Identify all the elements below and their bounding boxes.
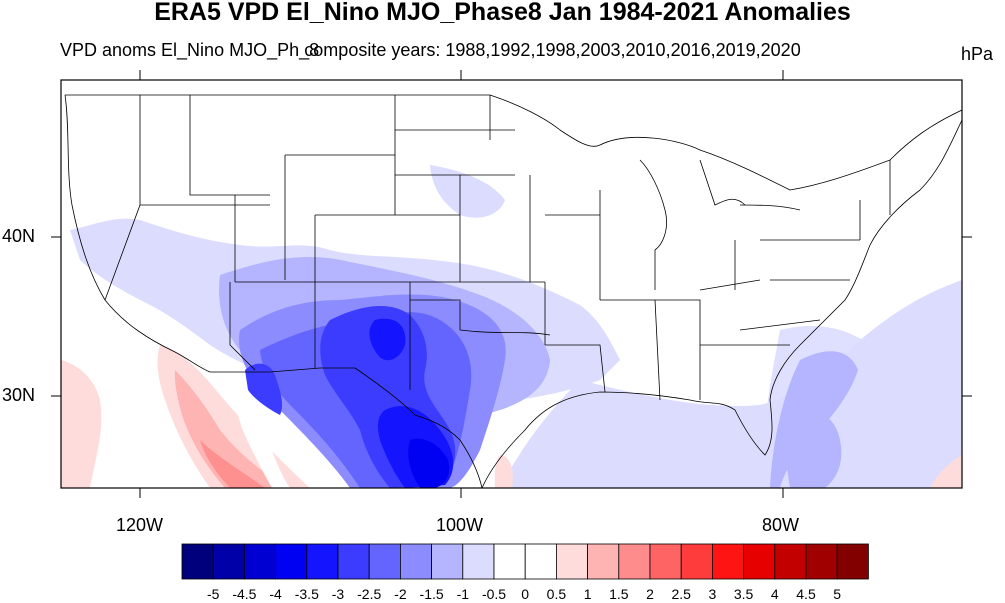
colorbar-tick-label: -2 bbox=[394, 586, 407, 602]
colorbar-swatch bbox=[774, 543, 807, 580]
center-string: composite years: 1988,1992,1998,2003,201… bbox=[304, 40, 801, 60]
colorbar-swatch bbox=[712, 543, 745, 580]
colorbar-swatch bbox=[243, 543, 276, 580]
colorbar bbox=[181, 543, 869, 580]
colorbar-swatch bbox=[618, 543, 651, 580]
colorbar-swatch bbox=[275, 543, 308, 580]
colorbar-tick-label: 2 bbox=[646, 586, 654, 602]
colorbar-tick-label: 0 bbox=[521, 586, 530, 602]
colorbar-swatch bbox=[181, 543, 214, 580]
map-frame bbox=[60, 79, 963, 489]
colorbar-swatch bbox=[306, 543, 339, 580]
colorbar-tick-label: 2.5 bbox=[671, 586, 691, 602]
colorbar-tick-label: -1 bbox=[456, 586, 470, 602]
colorbar-tick-label: -0.5 bbox=[481, 586, 507, 602]
lon-label-120w: 120W bbox=[116, 515, 164, 535]
colorbar-tick-label: 3.5 bbox=[733, 586, 754, 602]
colorbar-swatch bbox=[431, 543, 464, 580]
left-string: VPD anoms El_Nino MJO_Ph_8 bbox=[60, 40, 320, 60]
colorbar-swatch bbox=[680, 543, 713, 580]
tick-marks bbox=[51, 70, 972, 498]
colorbar-swatch bbox=[493, 543, 526, 580]
colorbar-swatch bbox=[212, 543, 245, 580]
lon-label-100w: 100W bbox=[436, 515, 484, 535]
colorbar-swatch bbox=[836, 543, 869, 580]
colorbar-swatch bbox=[462, 543, 495, 580]
colorbar-tick-label: -5 bbox=[206, 586, 220, 602]
colorbar-tick-label: 4 bbox=[770, 586, 779, 602]
state-boundaries bbox=[64, 94, 962, 488]
colorbar-swatch bbox=[649, 543, 682, 580]
colorbar-tick-label: 1 bbox=[583, 586, 592, 602]
lon-label-80w: 80W bbox=[762, 515, 800, 535]
colorbar-tick-label: 1.5 bbox=[609, 586, 629, 602]
colorbar-tick-label: -1.5 bbox=[419, 586, 444, 602]
lat-label-40n: 40N bbox=[2, 226, 36, 246]
colorbar-tick-label: 3 bbox=[708, 586, 717, 602]
colorbar-swatch bbox=[399, 543, 432, 580]
colorbar-swatch bbox=[368, 543, 401, 580]
colorbar-tick-label: -4 bbox=[269, 586, 282, 602]
colorbar-tick-label: 0.5 bbox=[546, 586, 567, 602]
units-label: hPa bbox=[960, 44, 993, 64]
colorbar-tick-label: -3.5 bbox=[294, 586, 319, 602]
lat-label-30n: 30N bbox=[2, 385, 36, 405]
colorbar-tick-label: -2.5 bbox=[357, 586, 382, 602]
colorbar-tick-label: -3 bbox=[331, 586, 345, 602]
colorbar-swatch bbox=[805, 543, 838, 580]
colorbar-swatch bbox=[524, 543, 557, 580]
colorbar-swatch bbox=[337, 543, 370, 580]
colorbar-swatch bbox=[743, 543, 776, 580]
colorbar-tick-label: -4.5 bbox=[232, 586, 257, 602]
map-title: ERA5 VPD El_Nino MJO_Phase8 Jan 1984-202… bbox=[154, 0, 851, 26]
anomaly-shading bbox=[61, 165, 962, 488]
colorbar-swatch bbox=[556, 543, 589, 580]
colorbar-tick-label: 5 bbox=[833, 586, 842, 602]
colorbar-tick-label: 4.5 bbox=[796, 586, 816, 602]
colorbar-swatch bbox=[587, 543, 620, 580]
